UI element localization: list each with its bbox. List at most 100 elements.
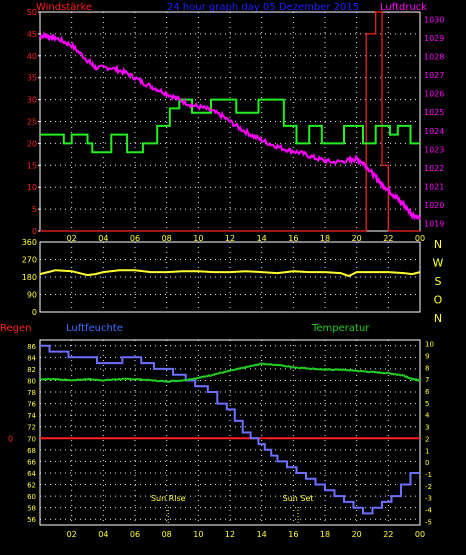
x-axis-tick-label: 02 bbox=[67, 234, 77, 243]
pressure-axis-tick-label: 1028 bbox=[424, 53, 444, 62]
temperature-axis-tick-label: 2 bbox=[425, 435, 429, 443]
humidity-axis-tick-label: 86 bbox=[27, 343, 36, 351]
humidity-line bbox=[40, 344, 420, 515]
temperature-axis-tick-label: 6 bbox=[425, 388, 430, 396]
humidity-axis-tick-label: 70 bbox=[27, 435, 36, 443]
temperature-axis-title: Temperatur bbox=[311, 323, 370, 334]
humidity-axis-tick-label: 66 bbox=[27, 458, 36, 466]
humidity-axis-tick-label: 72 bbox=[27, 424, 36, 432]
wind-axis-tick-label: 50 bbox=[27, 8, 37, 17]
x-axis-tick-label: 22 bbox=[383, 530, 393, 539]
temperature-axis-tick-label: 7 bbox=[425, 376, 429, 384]
direction-axis-tick-label: 90 bbox=[27, 291, 37, 300]
wind-axis-tick-label: 35 bbox=[27, 74, 37, 83]
temperature-axis-tick-label: 4 bbox=[425, 412, 430, 420]
chart-title: 24 hour graph day 05 Dezember 2015 bbox=[167, 2, 359, 13]
wind-axis-tick-label: 5 bbox=[32, 205, 37, 214]
temperature-axis-tick-label: 10 bbox=[425, 341, 434, 349]
direction-axis-tick-label: 180 bbox=[22, 273, 37, 282]
x-axis-tick-label: 00 bbox=[415, 234, 425, 243]
x-axis-tick-label: 08 bbox=[162, 530, 172, 539]
humidity-axis-tick-label: 84 bbox=[27, 354, 36, 362]
wind-axis-title: Windstärke bbox=[36, 2, 92, 13]
x-axis-tick-label: 22 bbox=[383, 234, 393, 243]
temperature-axis-tick-label: -2 bbox=[425, 483, 432, 491]
rain-zero-label: 0 bbox=[8, 434, 13, 443]
temperature-axis-tick-label: 1 bbox=[425, 447, 429, 455]
temperature-axis-tick-label: 8 bbox=[425, 364, 429, 372]
wind-axis-tick-label: 10 bbox=[27, 183, 37, 192]
humidity-axis-tick-label: 60 bbox=[27, 493, 36, 501]
x-axis-tick-label: 10 bbox=[193, 234, 203, 243]
humidity-axis-tick-label: 76 bbox=[27, 401, 36, 409]
x-axis-tick-label: 10 bbox=[193, 530, 203, 539]
x-axis-tick-label: 06 bbox=[130, 530, 140, 539]
x-axis-tick-label: 12 bbox=[225, 530, 235, 539]
pressure-axis-tick-label: 1020 bbox=[424, 201, 444, 210]
x-axis-tick-label: 14 bbox=[257, 234, 267, 243]
wind-axis-tick-label: 45 bbox=[27, 30, 37, 39]
direction-axis-tick-label: 360 bbox=[22, 238, 37, 247]
temperature-axis-tick-label: -5 bbox=[425, 518, 432, 526]
humidity-axis-tick-label: 68 bbox=[27, 447, 36, 455]
humidity-axis-tick-label: 62 bbox=[27, 482, 36, 490]
sunset-label: Sun Set bbox=[283, 494, 314, 503]
rain-axis-title: Regen bbox=[0, 323, 32, 334]
x-axis-tick-label: 08 bbox=[162, 234, 172, 243]
sunrise-label: Sun Rise bbox=[151, 494, 186, 503]
x-axis-tick-label: 06 bbox=[130, 234, 140, 243]
pressure-axis-tick-label: 1026 bbox=[424, 90, 444, 99]
wind-direction-line bbox=[39, 269, 421, 278]
direction-compass-label: N bbox=[434, 238, 442, 251]
pressure-axis-tick-label: 1021 bbox=[424, 182, 444, 191]
humidity-axis-tick-label: 64 bbox=[27, 470, 36, 478]
direction-compass-label: N bbox=[434, 312, 442, 325]
x-axis-tick-label: 16 bbox=[288, 530, 298, 539]
pressure-axis-tick-label: 1022 bbox=[424, 164, 444, 173]
humidity-axis-tick-label: 80 bbox=[27, 377, 36, 385]
pressure-axis-title: Luftdruck bbox=[380, 2, 427, 13]
pressure-axis-tick-label: 1027 bbox=[424, 71, 444, 80]
wind-speed-line bbox=[40, 11, 420, 232]
wind-axis-tick-label: 25 bbox=[27, 118, 37, 127]
temperature-axis-tick-label: -3 bbox=[425, 495, 432, 503]
x-axis-tick-label: 12 bbox=[225, 234, 235, 243]
temperature-line bbox=[40, 362, 421, 383]
wind-axis-tick-label: 30 bbox=[27, 96, 37, 105]
humidity-axis-tick-label: 56 bbox=[27, 516, 36, 524]
pressure-axis-tick-label: 1019 bbox=[424, 220, 444, 229]
wind-axis-tick-label: 40 bbox=[27, 52, 37, 61]
pressure-axis-tick-label: 1023 bbox=[424, 145, 444, 154]
temperature-axis-tick-label: -4 bbox=[425, 507, 433, 515]
pressure-axis-tick-label: 1030 bbox=[424, 15, 444, 24]
direction-axis-tick-label: 270 bbox=[22, 256, 37, 265]
x-axis-tick-label: 20 bbox=[352, 530, 362, 539]
chart-panels: 0510152025303540455010191020102110221023… bbox=[8, 8, 444, 539]
x-axis-tick-label: 14 bbox=[257, 530, 267, 539]
humidity-series-label: Luftfeuchte bbox=[66, 323, 123, 334]
temperature-axis-tick-label: -1 bbox=[425, 471, 432, 479]
pressure-axis-tick-label: 1024 bbox=[424, 127, 444, 136]
direction-axis-tick-label: 0 bbox=[32, 308, 37, 317]
x-axis-tick-label: 20 bbox=[352, 234, 362, 243]
wind-axis-tick-label: 15 bbox=[27, 161, 37, 170]
pressure-axis-tick-label: 1029 bbox=[424, 34, 444, 43]
pressure-axis-tick-label: 1025 bbox=[424, 108, 444, 117]
x-axis-tick-label: 04 bbox=[98, 234, 108, 243]
humidity-axis-tick-label: 58 bbox=[27, 505, 36, 513]
x-axis-tick-label: 18 bbox=[320, 530, 330, 539]
direction-compass-label: S bbox=[435, 275, 442, 288]
x-axis-tick-label: 02 bbox=[67, 530, 77, 539]
temperature-axis-tick-label: 5 bbox=[425, 400, 429, 408]
x-axis-tick-label: 18 bbox=[320, 234, 330, 243]
x-axis-tick-label: 00 bbox=[415, 530, 425, 539]
humidity-axis-tick-label: 78 bbox=[27, 389, 36, 397]
wind-average-line bbox=[40, 98, 420, 154]
wind-axis-tick-label: 20 bbox=[27, 139, 37, 148]
humidity-axis-tick-label: 74 bbox=[27, 412, 36, 420]
temperature-axis-tick-label: 0 bbox=[425, 459, 429, 467]
wind-axis-tick-label: 0 bbox=[32, 227, 37, 236]
temperature-axis-tick-label: 9 bbox=[425, 352, 429, 360]
direction-compass-label: W bbox=[433, 257, 444, 270]
